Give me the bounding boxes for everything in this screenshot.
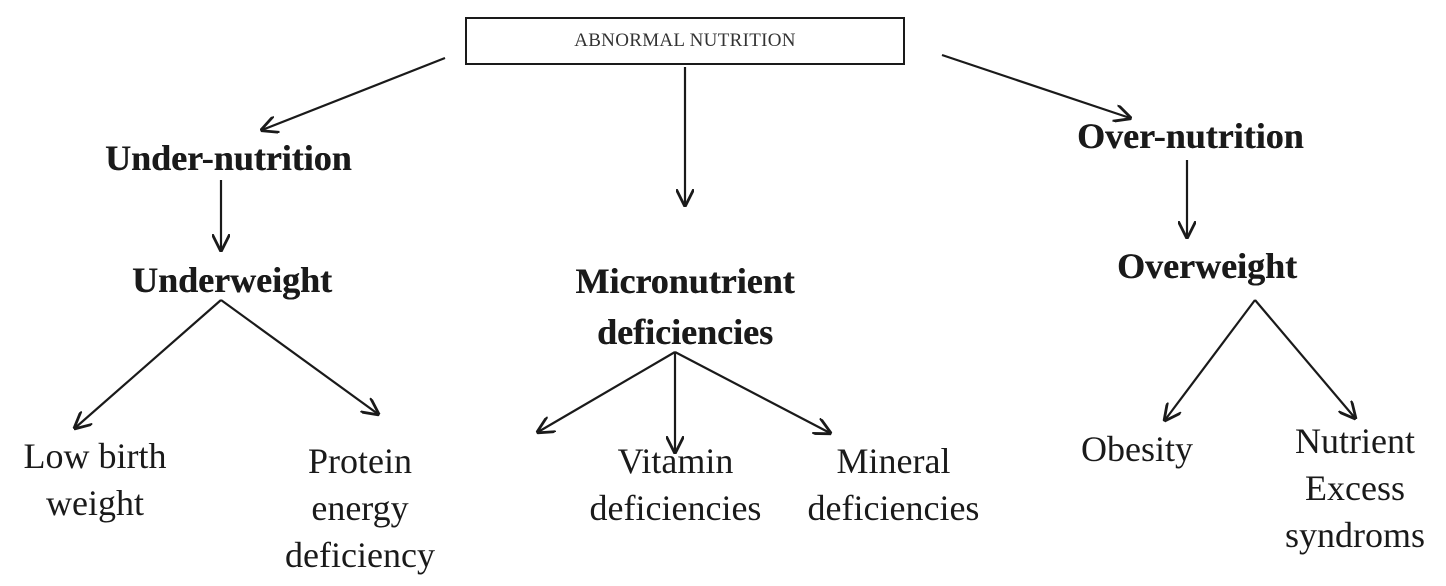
arrow-overweight-to-obesity: [1165, 299, 1256, 420]
root-label: ABNORMAL NUTRITION: [574, 30, 796, 51]
leaf-protein-line-3: deficiency: [285, 534, 435, 575]
leaf-protein-line-1: Protein: [308, 441, 412, 481]
leaf-obesity-line-1: Obesity: [1081, 429, 1193, 469]
arrow-micro-to-mineral: [674, 351, 830, 433]
leaf-vitamin-line-2: deficiencies: [589, 487, 762, 528]
over-nutrition-label: Over-nutrition: [1077, 116, 1304, 156]
leaf-nutrient-line-2: Excess: [1305, 467, 1405, 508]
underweight-label: Underweight: [132, 260, 332, 300]
leaf-mineral-line-2: deficiencies: [807, 487, 980, 528]
under-nutrition-label: Under-nutrition: [105, 138, 352, 178]
micronutrient-deficiencies-label: Micronutrient deficiencies: [560, 256, 810, 358]
leaf-obesity: Obesity: [1072, 426, 1202, 473]
arrow-overweight-to-nutrient: [1254, 299, 1355, 418]
arrow-micro-to-left: [538, 351, 676, 432]
leaf-nutrient-line-1: Nutrient: [1295, 421, 1415, 461]
leaf-low-birth-weight: Low birth weight: [10, 433, 180, 527]
arrow-underweight-to-lowbirth: [75, 299, 222, 428]
leaf-protein-line-2: energy: [311, 487, 409, 528]
leaf-mineral-line-1: Mineral: [836, 441, 951, 481]
leaf-mineral-deficiencies: Mineral deficiencies: [796, 438, 991, 532]
micro-line-1: Micronutrient: [575, 261, 795, 301]
leaf-protein-energy-deficiency: Protein energy deficiency: [275, 438, 445, 578]
arrow-root-to-under: [262, 56, 446, 130]
leaf-low-birth-line-2: weight: [46, 482, 144, 523]
micro-line-2: deficiencies: [597, 312, 773, 353]
arrow-underweight-to-protein: [220, 299, 378, 414]
leaf-vitamin-line-1: Vitamin: [617, 441, 734, 481]
leaf-nutrient-line-3: syndroms: [1284, 514, 1425, 555]
overweight-label: Overweight: [1117, 246, 1297, 286]
leaf-nutrient-excess-syndroms: Nutrient Excess syndroms: [1272, 418, 1438, 558]
root-node: ABNORMAL NUTRITION: [465, 17, 905, 65]
leaf-vitamin-deficiencies: Vitamin deficiencies: [578, 438, 773, 532]
arrow-root-to-over: [941, 53, 1130, 118]
leaf-low-birth-line-1: Low birth: [23, 436, 167, 476]
